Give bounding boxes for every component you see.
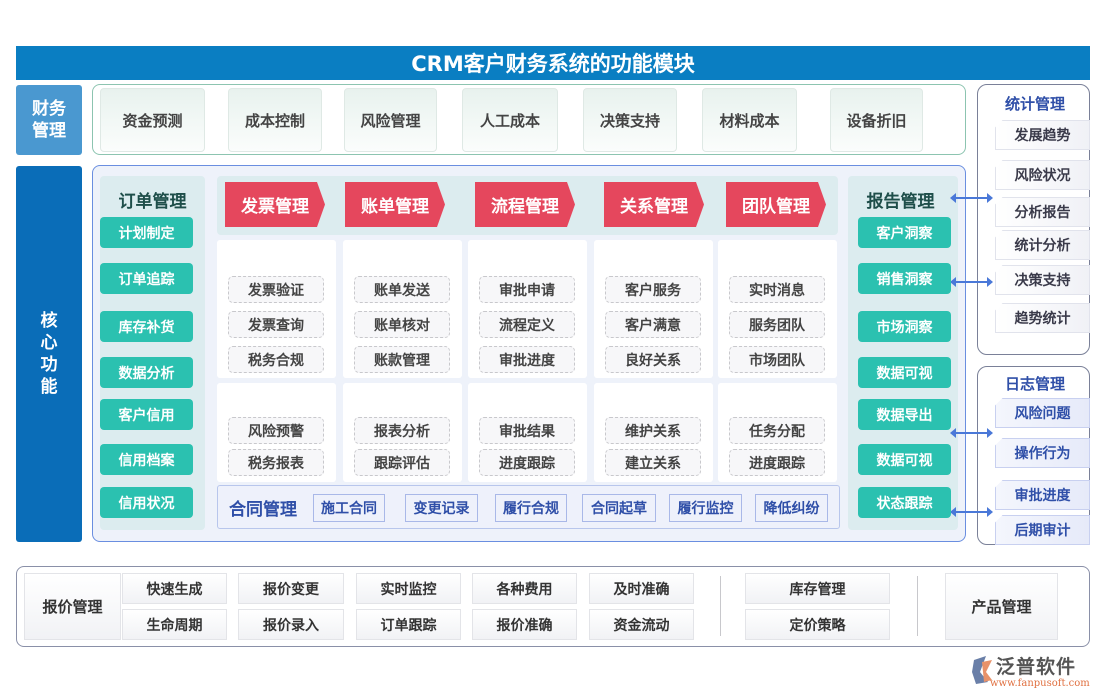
function-chip[interactable]: 客户满意 <box>605 311 701 338</box>
product-management[interactable]: 产品管理 <box>945 573 1058 640</box>
contract-item[interactable]: 履行合规 <box>495 494 567 522</box>
function-chip[interactable]: 市场团队 <box>729 346 825 373</box>
stats-item[interactable]: 统计分析 <box>995 230 1090 260</box>
stats-title: 统计管理 <box>1004 94 1065 113</box>
finance-item[interactable]: 风险管理 <box>344 88 437 152</box>
contract-item[interactable]: 履行监控 <box>669 494 742 522</box>
function-chip[interactable]: 良好关系 <box>605 346 701 373</box>
double-arrow-icon <box>950 193 993 203</box>
quote-item[interactable]: 及时准确 <box>589 573 694 604</box>
quote-item[interactable]: 报价准确 <box>472 609 577 640</box>
function-chip[interactable]: 账款管理 <box>354 346 450 373</box>
order-item[interactable]: 客户信用 <box>100 399 193 430</box>
report-item[interactable]: 市场洞察 <box>858 311 951 342</box>
inventory-item[interactable]: 定价策略 <box>745 609 890 640</box>
finance-item[interactable]: 材料成本 <box>702 88 797 152</box>
quote-title: 报价管理 <box>24 573 121 640</box>
contract-item[interactable]: 降低纠纷 <box>755 494 828 522</box>
logo: 泛普软件 www.fanpusoft.com <box>970 652 1090 692</box>
log-title: 日志管理 <box>1004 374 1065 393</box>
stats-item[interactable]: 风险状况 <box>995 160 1090 190</box>
contract-item[interactable]: 变更记录 <box>405 494 478 522</box>
log-item[interactable]: 审批进度 <box>995 480 1090 510</box>
double-arrow-icon <box>950 277 993 287</box>
stats-item[interactable]: 发展趋势 <box>995 120 1090 150</box>
quote-item[interactable]: 各种费用 <box>472 573 577 604</box>
stats-item[interactable]: 分析报告 <box>995 197 1090 227</box>
page-title: CRM客户财务系统的功能模块 <box>16 46 1090 80</box>
function-chip[interactable]: 进度跟踪 <box>479 449 575 476</box>
divider <box>720 576 721 636</box>
finance-item[interactable]: 决策支持 <box>583 88 677 152</box>
inventory-item[interactable]: 库存管理 <box>745 573 890 604</box>
contract-title: 合同管理 <box>229 499 297 520</box>
order-title: 订单管理 <box>118 191 187 212</box>
report-item[interactable]: 销售洞察 <box>858 263 951 294</box>
quote-item[interactable]: 快速生成 <box>122 573 227 604</box>
function-chip[interactable]: 税务合规 <box>228 346 324 373</box>
function-chip[interactable]: 建立关系 <box>605 449 701 476</box>
log-item[interactable]: 风险问题 <box>995 398 1090 428</box>
log-item[interactable]: 操作行为 <box>995 438 1090 468</box>
function-chip[interactable]: 账单核对 <box>354 311 450 338</box>
logo-text: 泛普软件 <box>996 656 1077 678</box>
finance-item[interactable]: 人工成本 <box>462 88 558 152</box>
report-item[interactable]: 状态跟踪 <box>858 487 951 518</box>
order-item[interactable]: 订单追踪 <box>100 263 193 294</box>
order-item[interactable]: 库存补货 <box>100 311 193 342</box>
finance-label: 财务管理 <box>16 85 82 155</box>
report-item[interactable]: 数据可视 <box>858 357 951 388</box>
quote-item[interactable]: 实时监控 <box>356 573 461 604</box>
order-item[interactable]: 计划制定 <box>100 217 193 248</box>
function-chip[interactable]: 税务报表 <box>228 449 324 476</box>
function-chip[interactable]: 客户服务 <box>605 276 701 303</box>
report-title: 报告管理 <box>866 191 935 212</box>
function-chip[interactable]: 任务分配 <box>729 417 825 444</box>
function-chip[interactable]: 跟踪评估 <box>354 449 450 476</box>
function-chip[interactable]: 审批进度 <box>479 346 575 373</box>
function-chip[interactable]: 实时消息 <box>729 276 825 303</box>
function-chip[interactable]: 报表分析 <box>354 417 450 444</box>
module-header[interactable]: 账单管理 <box>345 182 445 227</box>
contract-item[interactable]: 施工合同 <box>313 494 385 522</box>
order-item[interactable]: 信用状况 <box>100 487 193 518</box>
double-arrow-icon <box>950 428 993 438</box>
function-chip[interactable]: 维护关系 <box>605 417 701 444</box>
function-chip[interactable]: 风险预警 <box>228 417 324 444</box>
finance-item[interactable]: 成本控制 <box>228 88 322 152</box>
divider <box>917 576 918 636</box>
function-chip[interactable]: 发票查询 <box>228 311 324 338</box>
report-item[interactable]: 数据导出 <box>858 399 951 430</box>
contract-item[interactable]: 合同起草 <box>582 494 656 522</box>
stats-item[interactable]: 趋势统计 <box>995 303 1090 333</box>
order-item[interactable]: 数据分析 <box>100 357 193 388</box>
quote-item[interactable]: 订单跟踪 <box>356 609 461 640</box>
log-item[interactable]: 后期审计 <box>995 515 1090 545</box>
report-item[interactable]: 数据可视 <box>858 444 951 475</box>
logo-url: www.fanpusoft.com <box>990 678 1090 689</box>
function-chip[interactable]: 流程定义 <box>479 311 575 338</box>
report-item[interactable]: 客户洞察 <box>858 217 951 248</box>
function-chip[interactable]: 发票验证 <box>228 276 324 303</box>
module-header[interactable]: 关系管理 <box>604 182 704 227</box>
module-header[interactable]: 流程管理 <box>475 182 575 227</box>
function-chip[interactable]: 账单发送 <box>354 276 450 303</box>
stats-item[interactable]: 决策支持 <box>995 265 1090 295</box>
function-chip[interactable]: 进度跟踪 <box>729 449 825 476</box>
function-chip[interactable]: 审批申请 <box>479 276 575 303</box>
quote-item[interactable]: 报价录入 <box>238 609 344 640</box>
finance-item[interactable]: 设备折旧 <box>830 88 923 152</box>
double-arrow-icon <box>950 507 993 517</box>
function-chip[interactable]: 审批结果 <box>479 417 575 444</box>
module-header[interactable]: 团队管理 <box>726 182 826 227</box>
module-header[interactable]: 发票管理 <box>225 182 325 227</box>
core-label: 核心功能 <box>16 166 82 542</box>
quote-item[interactable]: 报价变更 <box>238 573 344 604</box>
finance-item[interactable]: 资金预测 <box>100 88 205 152</box>
quote-item[interactable]: 资金流动 <box>589 609 694 640</box>
quote-item[interactable]: 生命周期 <box>122 609 227 640</box>
function-chip[interactable]: 服务团队 <box>729 311 825 338</box>
order-item[interactable]: 信用档案 <box>100 444 193 475</box>
